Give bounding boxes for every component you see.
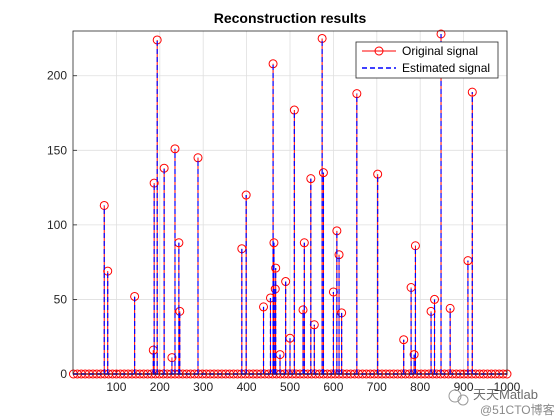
y-tick-label: 0 xyxy=(60,367,67,381)
x-tick-label: 500 xyxy=(280,380,300,394)
x-tick-label: 200 xyxy=(150,380,170,394)
x-tick-label: 100 xyxy=(106,380,126,394)
x-tick-label: 300 xyxy=(193,380,213,394)
original-marker xyxy=(170,144,180,154)
tick-labels: 100 200 300 400 500 600 700 800 900 1000 0 50 100 150… xyxy=(47,69,521,394)
original-marker xyxy=(409,350,419,360)
watermark-text: @51CTO博客 xyxy=(480,402,555,417)
x-tick-label: 600 xyxy=(323,380,343,394)
y-tick-label: 200 xyxy=(47,69,67,83)
legend: Original signal Estimated signal xyxy=(355,41,499,79)
x-tick-label: 800 xyxy=(410,380,430,394)
watermark: 天天Matlab @51CTO博客 xyxy=(448,387,555,417)
chart-title: Reconstruction results xyxy=(214,10,367,26)
plot-box xyxy=(72,30,508,375)
original-marker xyxy=(445,303,455,313)
original-marker xyxy=(299,238,309,248)
original-marker xyxy=(271,263,281,273)
legend-estimated-label: Estimated signal xyxy=(402,61,490,75)
x-tick-label: 900 xyxy=(454,380,474,394)
original-marker xyxy=(430,294,440,304)
x-tick-label: 400 xyxy=(237,380,257,394)
y-tick-label: 100 xyxy=(47,218,67,232)
original-marker xyxy=(269,238,279,248)
original-marker xyxy=(318,168,328,178)
original-marker xyxy=(259,302,269,312)
original-marker xyxy=(467,87,477,97)
legend-original-label: Original signal xyxy=(402,44,478,58)
x-tick-label: 700 xyxy=(367,380,387,394)
original-marker xyxy=(306,174,316,184)
x-tick-label: 1000 xyxy=(494,380,521,394)
legend-box xyxy=(355,41,499,79)
y-tick-label: 50 xyxy=(54,292,68,306)
watermark-logo-icon xyxy=(448,389,462,403)
original-marker xyxy=(399,335,409,345)
original-marker xyxy=(241,190,251,200)
watermark-overlay-text: 天天Matlab xyxy=(473,387,538,402)
watermark-logo-icon-2 xyxy=(457,394,469,406)
y-tick-label: 150 xyxy=(47,143,67,157)
legend-original-marker xyxy=(374,46,384,56)
estimated-signal-series xyxy=(103,33,473,374)
